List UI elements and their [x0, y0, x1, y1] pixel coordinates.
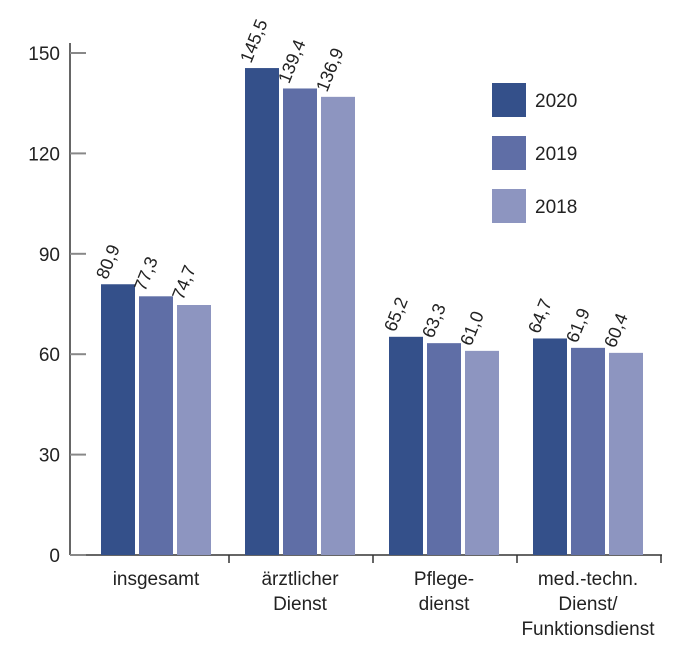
legend-label: 2019 [535, 144, 577, 165]
category-label: ärztlicher [261, 569, 339, 590]
bar-2018 [321, 96, 355, 555]
bar-2020 [389, 336, 423, 555]
category-label: insgesamt [113, 569, 200, 590]
data-label: 63,3 [418, 301, 450, 341]
bar-2018 [177, 305, 211, 555]
legend-swatch-2020 [492, 83, 526, 117]
bar-2019 [139, 296, 173, 555]
data-label: 139,4 [274, 37, 309, 86]
category-label: med.-techn. [538, 569, 638, 590]
y-tick-label: 30 [39, 446, 60, 467]
data-label: 64,7 [524, 296, 556, 336]
data-label: 77,3 [130, 254, 162, 294]
bar-2019 [427, 343, 461, 555]
data-label: 74,7 [168, 263, 200, 303]
data-label: 80,9 [92, 242, 124, 282]
category-label: dienst [419, 594, 470, 615]
bar-2018 [609, 352, 643, 555]
data-label: 61,0 [456, 308, 488, 348]
y-tick-label: 120 [28, 144, 60, 165]
y-tick-label: 60 [39, 345, 60, 366]
legend-label: 2020 [535, 91, 577, 112]
bar-2019 [571, 347, 605, 555]
bar-2020 [533, 338, 567, 555]
data-label: 136,9 [312, 45, 347, 94]
data-label: 61,9 [562, 305, 594, 345]
bar-2020 [101, 284, 135, 555]
category-label: Pflege- [414, 569, 474, 590]
bar-2020 [245, 68, 279, 555]
bar-2019 [283, 88, 317, 555]
category-label: Funktionsdienst [521, 619, 655, 640]
bar-2018 [465, 350, 499, 555]
category-label: Dienst/ [558, 594, 618, 615]
data-label: 65,2 [380, 294, 412, 334]
category-label: Dienst [273, 594, 328, 615]
y-tick-label: 0 [49, 546, 60, 567]
legend-swatch-2018 [492, 189, 526, 223]
legend-label: 2018 [535, 197, 577, 218]
data-label: 145,5 [236, 16, 271, 65]
legend-swatch-2019 [492, 136, 526, 170]
y-tick-label: 90 [39, 245, 60, 266]
data-label: 60,4 [600, 310, 632, 350]
y-tick-label: 150 [28, 44, 60, 65]
